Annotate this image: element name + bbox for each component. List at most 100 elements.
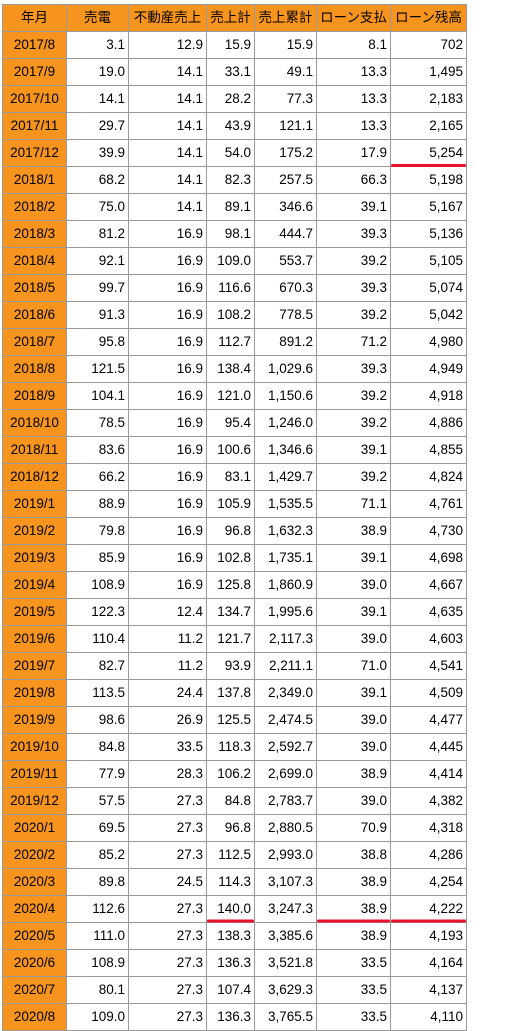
loan-balance-cell[interactable]: 4,445 — [390, 733, 467, 761]
sales-total-cell[interactable]: 100.6 — [206, 436, 255, 464]
sales-cumulative-cell[interactable]: 175.2 — [254, 139, 317, 167]
power-sales-cell[interactable]: 108.9 — [66, 949, 129, 977]
power-sales-cell[interactable]: 99.7 — [66, 274, 129, 302]
loan-balance-cell[interactable]: 5,042 — [390, 301, 467, 329]
loan-payment-cell[interactable]: 8.1 — [316, 31, 391, 59]
loan-balance-cell[interactable]: 5,136 — [390, 220, 467, 248]
sales-cumulative-cell[interactable]: 1,346.6 — [254, 436, 317, 464]
sales-cumulative-cell[interactable]: 2,349.0 — [254, 679, 317, 707]
sales-total-cell[interactable]: 121.7 — [206, 625, 255, 653]
real-estate-sales-cell[interactable]: 12.9 — [128, 31, 207, 59]
power-sales-cell[interactable]: 112.6 — [66, 895, 129, 923]
month-cell[interactable]: 2020/6 — [2, 949, 67, 977]
loan-payment-cell[interactable]: 38.9 — [316, 868, 391, 896]
sales-total-cell[interactable]: 109.0 — [206, 247, 255, 275]
loan-payment-cell[interactable]: 13.3 — [316, 58, 391, 86]
loan-balance-cell[interactable]: 4,824 — [390, 463, 467, 491]
loan-balance-cell[interactable]: 4,603 — [390, 625, 467, 653]
month-cell[interactable]: 2017/8 — [2, 31, 67, 59]
month-cell[interactable]: 2019/11 — [2, 760, 67, 788]
real-estate-sales-cell[interactable]: 27.3 — [128, 922, 207, 950]
loan-payment-cell[interactable]: 71.0 — [316, 652, 391, 680]
sales-total-cell[interactable]: 28.2 — [206, 85, 255, 113]
loan-payment-cell[interactable]: 38.9 — [316, 517, 391, 545]
power-sales-cell[interactable]: 19.0 — [66, 58, 129, 86]
sales-cumulative-cell[interactable]: 3,765.5 — [254, 1003, 317, 1031]
sales-total-cell[interactable]: 138.3 — [206, 922, 255, 950]
loan-balance-cell[interactable]: 702 — [390, 31, 467, 59]
real-estate-sales-cell[interactable]: 16.9 — [128, 220, 207, 248]
month-cell[interactable]: 2020/5 — [2, 922, 67, 950]
real-estate-sales-cell[interactable]: 11.2 — [128, 652, 207, 680]
real-estate-sales-cell[interactable]: 16.9 — [128, 490, 207, 518]
real-estate-sales-cell[interactable]: 24.4 — [128, 679, 207, 707]
sales-cumulative-cell[interactable]: 891.2 — [254, 328, 317, 356]
loan-payment-cell[interactable]: 13.3 — [316, 112, 391, 140]
power-sales-cell[interactable]: 111.0 — [66, 922, 129, 950]
loan-payment-cell[interactable]: 39.3 — [316, 220, 391, 248]
sales-total-cell[interactable]: 98.1 — [206, 220, 255, 248]
loan-balance-cell[interactable]: 5,074 — [390, 274, 467, 302]
sales-cumulative-cell[interactable]: 2,699.0 — [254, 760, 317, 788]
loan-payment-cell[interactable]: 38.9 — [316, 895, 391, 923]
power-sales-cell[interactable]: 66.2 — [66, 463, 129, 491]
sales-cumulative-cell[interactable]: 778.5 — [254, 301, 317, 329]
sales-total-cell[interactable]: 118.3 — [206, 733, 255, 761]
power-sales-cell[interactable]: 98.6 — [66, 706, 129, 734]
sales-cumulative-cell[interactable]: 2,474.5 — [254, 706, 317, 734]
month-cell[interactable]: 2018/9 — [2, 382, 67, 410]
power-sales-cell[interactable]: 91.3 — [66, 301, 129, 329]
real-estate-sales-cell[interactable]: 16.9 — [128, 436, 207, 464]
sales-total-cell[interactable]: 140.0 — [206, 895, 255, 923]
power-sales-cell[interactable]: 113.5 — [66, 679, 129, 707]
sales-total-cell[interactable]: 93.9 — [206, 652, 255, 680]
loan-balance-cell[interactable]: 4,509 — [390, 679, 467, 707]
loan-balance-cell[interactable]: 4,918 — [390, 382, 467, 410]
power-sales-cell[interactable]: 57.5 — [66, 787, 129, 815]
loan-payment-cell[interactable]: 38.9 — [316, 760, 391, 788]
loan-payment-cell[interactable]: 33.5 — [316, 1003, 391, 1031]
loan-balance-cell[interactable]: 4,318 — [390, 814, 467, 842]
power-sales-cell[interactable]: 75.0 — [66, 193, 129, 221]
sales-cumulative-cell[interactable]: 2,592.7 — [254, 733, 317, 761]
loan-payment-cell[interactable]: 33.5 — [316, 976, 391, 1004]
header-sales-cumulative[interactable]: 売上累計 — [254, 4, 317, 32]
real-estate-sales-cell[interactable]: 16.9 — [128, 382, 207, 410]
loan-balance-cell[interactable]: 4,980 — [390, 328, 467, 356]
real-estate-sales-cell[interactable]: 26.9 — [128, 706, 207, 734]
sales-cumulative-cell[interactable]: 121.1 — [254, 112, 317, 140]
loan-balance-cell[interactable]: 4,855 — [390, 436, 467, 464]
loan-balance-cell[interactable]: 4,193 — [390, 922, 467, 950]
month-cell[interactable]: 2020/4 — [2, 895, 67, 923]
sales-total-cell[interactable]: 112.7 — [206, 328, 255, 356]
real-estate-sales-cell[interactable]: 14.1 — [128, 85, 207, 113]
sales-cumulative-cell[interactable]: 2,783.7 — [254, 787, 317, 815]
real-estate-sales-cell[interactable]: 16.9 — [128, 328, 207, 356]
month-cell[interactable]: 2019/7 — [2, 652, 67, 680]
sales-total-cell[interactable]: 138.4 — [206, 355, 255, 383]
loan-balance-cell[interactable]: 4,222 — [390, 895, 467, 923]
sales-cumulative-cell[interactable]: 1,632.3 — [254, 517, 317, 545]
month-cell[interactable]: 2018/4 — [2, 247, 67, 275]
month-cell[interactable]: 2019/2 — [2, 517, 67, 545]
power-sales-cell[interactable]: 108.9 — [66, 571, 129, 599]
real-estate-sales-cell[interactable]: 14.1 — [128, 112, 207, 140]
month-cell[interactable]: 2019/12 — [2, 787, 67, 815]
sales-cumulative-cell[interactable]: 670.3 — [254, 274, 317, 302]
sales-cumulative-cell[interactable]: 15.9 — [254, 31, 317, 59]
sales-cumulative-cell[interactable]: 1,995.6 — [254, 598, 317, 626]
month-cell[interactable]: 2018/2 — [2, 193, 67, 221]
loan-balance-cell[interactable]: 4,667 — [390, 571, 467, 599]
loan-payment-cell[interactable]: 39.2 — [316, 301, 391, 329]
header-real-estate-sales[interactable]: 不動産売上 — [128, 4, 207, 32]
loan-payment-cell[interactable]: 39.2 — [316, 463, 391, 491]
sales-total-cell[interactable]: 95.4 — [206, 409, 255, 437]
sales-total-cell[interactable]: 125.8 — [206, 571, 255, 599]
sales-total-cell[interactable]: 96.8 — [206, 814, 255, 842]
loan-payment-cell[interactable]: 38.9 — [316, 922, 391, 950]
loan-payment-cell[interactable]: 39.1 — [316, 436, 391, 464]
sales-cumulative-cell[interactable]: 1,535.5 — [254, 490, 317, 518]
real-estate-sales-cell[interactable]: 14.1 — [128, 139, 207, 167]
loan-payment-cell[interactable]: 39.3 — [316, 274, 391, 302]
loan-balance-cell[interactable]: 4,886 — [390, 409, 467, 437]
